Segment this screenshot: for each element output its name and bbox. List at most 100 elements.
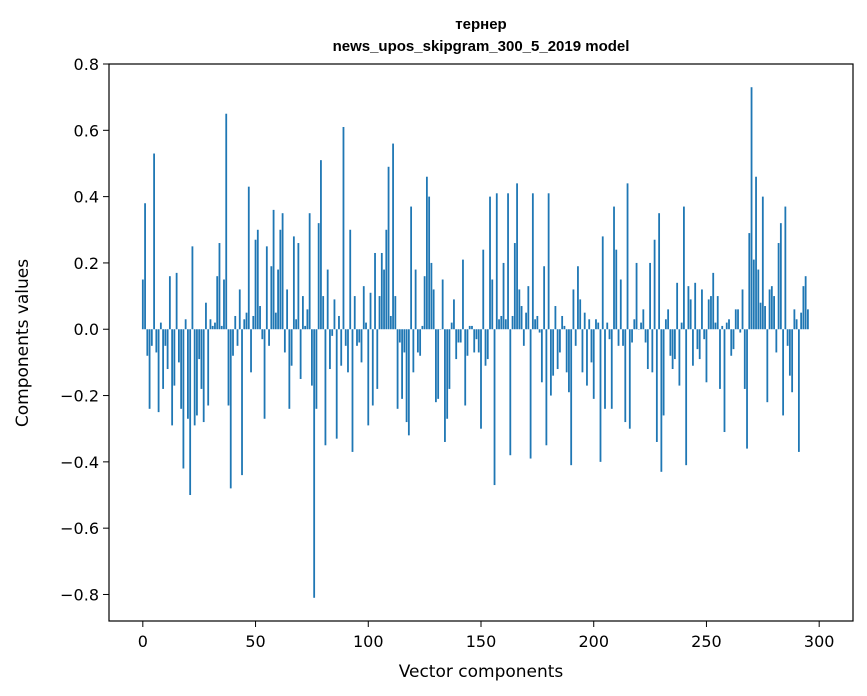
bar	[333, 299, 336, 330]
bar	[511, 315, 514, 330]
bar	[295, 319, 298, 330]
bar	[252, 315, 255, 330]
y-axis-label: Components values	[13, 259, 33, 427]
bar	[525, 312, 527, 330]
bar	[322, 296, 325, 330]
bar	[757, 269, 760, 330]
bar	[737, 309, 739, 330]
bar	[268, 329, 270, 346]
bar	[227, 329, 230, 406]
bar	[484, 329, 487, 366]
bar	[642, 309, 645, 330]
bar	[394, 296, 397, 330]
bar	[311, 329, 313, 386]
chart-title: тернер	[455, 16, 506, 33]
bar	[545, 329, 548, 446]
bar	[741, 289, 744, 330]
bar	[453, 299, 455, 330]
bar	[522, 329, 525, 346]
bar	[200, 329, 203, 389]
bar	[405, 329, 408, 423]
y-tick-label: 0.4	[74, 188, 99, 207]
bar	[243, 319, 246, 330]
bar	[613, 206, 615, 330]
bar	[198, 329, 201, 360]
bar	[644, 329, 647, 343]
bar	[671, 329, 674, 370]
bar	[707, 299, 710, 330]
bar	[234, 315, 237, 330]
bar	[775, 329, 778, 353]
bar	[290, 329, 293, 366]
bar	[403, 329, 406, 353]
bar	[633, 319, 636, 330]
bar	[407, 329, 410, 436]
bar	[383, 269, 385, 330]
bar	[710, 296, 712, 330]
bar	[701, 289, 703, 330]
bar	[466, 329, 469, 356]
bar	[209, 319, 212, 330]
bar	[450, 322, 453, 330]
bar	[457, 329, 460, 343]
bar	[513, 243, 516, 330]
bar	[191, 246, 194, 330]
bar	[626, 183, 629, 330]
bar	[759, 302, 762, 330]
bar	[299, 329, 302, 379]
bar	[719, 329, 721, 389]
bar	[480, 329, 482, 429]
bar	[730, 329, 733, 356]
bar	[304, 325, 307, 330]
y-tick-label: −0.6	[60, 519, 99, 538]
bar	[777, 243, 780, 330]
bar	[692, 329, 694, 366]
bar	[432, 289, 435, 330]
bar	[351, 329, 354, 452]
bar	[540, 329, 543, 383]
bar	[281, 213, 284, 330]
x-tick-label: 0	[138, 632, 148, 651]
bar	[308, 213, 311, 330]
bar	[175, 272, 178, 330]
bar	[791, 329, 794, 393]
bar	[286, 289, 289, 330]
bar	[389, 315, 392, 330]
bar	[714, 322, 717, 330]
bar	[144, 203, 146, 330]
bar	[615, 249, 618, 330]
bar	[570, 329, 573, 466]
bar	[277, 269, 279, 330]
bar	[207, 329, 210, 406]
bar	[232, 329, 234, 356]
bar	[608, 329, 611, 340]
bar	[534, 319, 537, 330]
bar	[559, 329, 561, 353]
bar	[263, 329, 266, 419]
bar	[374, 252, 376, 330]
bar	[437, 329, 440, 399]
bar	[425, 176, 428, 330]
bar	[498, 319, 500, 330]
bar	[247, 186, 250, 330]
bar	[238, 289, 241, 330]
bar	[385, 229, 388, 330]
bar	[795, 319, 798, 330]
bar	[482, 249, 485, 330]
bar	[725, 322, 728, 330]
bar	[563, 325, 566, 330]
bar	[504, 319, 507, 330]
bar	[471, 325, 473, 330]
bar	[619, 279, 622, 330]
bar	[326, 269, 329, 330]
bar	[622, 329, 624, 346]
bar	[218, 243, 221, 330]
bar	[274, 312, 277, 330]
bar	[146, 329, 149, 356]
x-tick-label: 150	[466, 632, 497, 651]
bar	[581, 329, 584, 373]
bar	[225, 113, 228, 330]
bar	[168, 276, 171, 330]
bar	[746, 329, 748, 449]
